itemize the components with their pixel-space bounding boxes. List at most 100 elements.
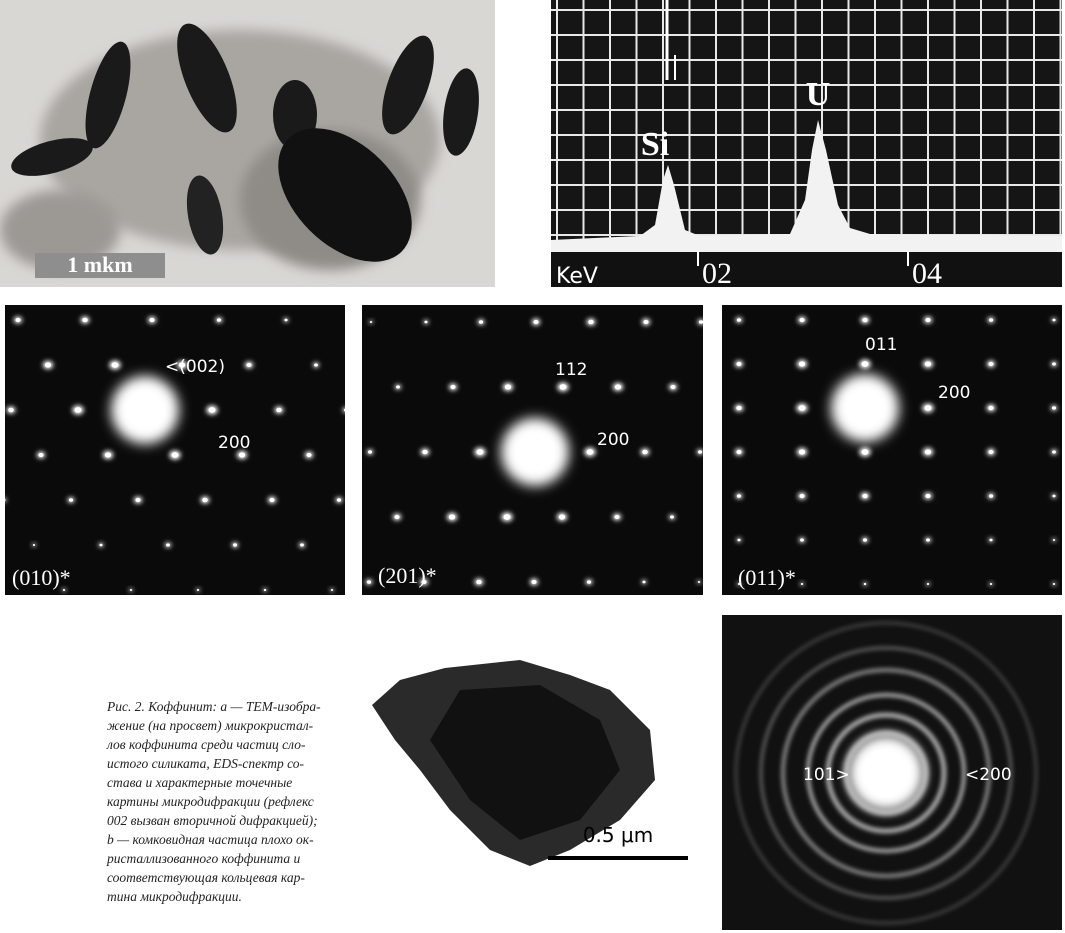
diffraction-spot <box>449 645 453 648</box>
diffraction-spot <box>862 361 869 367</box>
caption-line: лов коффинита среди частиц сло- <box>106 737 306 752</box>
diffraction-spot <box>925 318 930 322</box>
diffraction-spot <box>227 634 229 636</box>
reflex-label: 200 <box>597 430 629 450</box>
diffraction-spot <box>988 406 994 411</box>
diffraction-spot <box>190 679 192 681</box>
diffraction-spot <box>450 385 455 389</box>
diffraction-spot <box>736 406 742 411</box>
diffraction-spot <box>560 384 567 390</box>
diffraction-spot <box>427 633 431 636</box>
diffraction-spot <box>668 775 672 778</box>
diffraction-spot <box>675 671 677 673</box>
reflex-label: 200 <box>938 383 970 403</box>
diffraction-spot <box>284 319 287 322</box>
diffraction-spot <box>324 679 326 681</box>
diffraction-spot <box>130 589 132 591</box>
diffraction-spot <box>696 634 698 636</box>
diffraction-spot <box>1052 495 1055 498</box>
diffraction-spot <box>629 634 631 636</box>
diffraction-spot <box>285 646 287 648</box>
diffraction-spot <box>926 538 930 541</box>
diffraction-spot <box>365 840 369 843</box>
diffraction-spot <box>396 385 400 388</box>
central-beam <box>129 394 161 426</box>
diffraction-spot <box>82 318 88 323</box>
diffraction-spot <box>45 362 51 367</box>
diffraction-spot <box>366 841 368 843</box>
caption-line: ристаллизованного коффинита и <box>106 851 301 866</box>
diffraction-spot <box>800 538 804 541</box>
diffraction-spot <box>56 679 58 681</box>
diffraction-spot <box>508 125 512 128</box>
diffraction-spot <box>925 494 930 498</box>
diffraction-spot <box>367 711 369 713</box>
caption-line: става и характерные точечные <box>107 775 292 790</box>
diffraction-spot <box>658 678 662 681</box>
diffraction-spot <box>323 678 327 681</box>
diffraction-spot <box>159 633 163 636</box>
diffraction-spot <box>197 589 199 591</box>
diffraction-spot <box>675 627 677 629</box>
diffraction-spot <box>38 453 43 457</box>
diffraction-spot <box>370 321 372 323</box>
diffraction-spot <box>614 515 619 519</box>
diffraction-spot <box>988 450 993 454</box>
diffraction-spot <box>642 450 648 455</box>
scale-label: 1 mkm <box>67 252 132 277</box>
diffraction-spot <box>338 645 343 649</box>
reflex-label: 011 <box>865 335 897 355</box>
diffraction-spot <box>696 710 700 713</box>
diffraction-spot <box>69 498 73 502</box>
diffraction-spot <box>361 634 363 636</box>
diffraction-spot <box>393 644 399 649</box>
diffraction-spot <box>15 318 20 322</box>
diffraction-spot <box>269 498 274 502</box>
diffraction-spot <box>300 543 304 546</box>
diffraction-spot <box>391 679 393 681</box>
diffraction-spot <box>799 318 804 322</box>
diffraction-spot <box>674 626 678 629</box>
diffraction-spot <box>25 633 29 636</box>
diffraction-spot <box>587 580 591 584</box>
diffraction-spot <box>92 633 96 636</box>
diffraction-spot <box>696 841 698 843</box>
caption-line: картины микродифракции (рефлекс <box>107 794 314 809</box>
diffraction-spot <box>112 362 119 368</box>
diffraction-spot <box>989 539 992 542</box>
diffraction-spot <box>615 384 621 389</box>
diffraction-spot <box>314 363 318 366</box>
diffraction-spot <box>92 711 94 713</box>
diffraction-spot <box>394 515 399 519</box>
diffraction-spot <box>343 407 350 412</box>
diffraction-spot <box>799 494 804 498</box>
diffraction-spot <box>172 452 179 458</box>
diffraction-spot <box>174 645 178 648</box>
diffraction-spot <box>927 583 929 585</box>
diffraction-spot <box>175 646 177 648</box>
diffraction-spot <box>507 256 510 259</box>
diffraction-spot <box>229 645 233 648</box>
diffraction-spot <box>536 60 540 63</box>
diffraction-spot <box>695 840 699 843</box>
diffraction-spot <box>561 633 565 636</box>
diffraction-spot <box>257 679 259 681</box>
diffraction-spot <box>189 678 193 681</box>
diffraction-spot <box>306 453 311 457</box>
diffraction-spot <box>669 645 673 648</box>
diffraction-spot <box>562 634 564 636</box>
diffraction-spot <box>120 646 122 648</box>
diffraction-spot <box>420 840 424 843</box>
diffraction-spot <box>799 361 805 366</box>
diffraction-spot <box>294 634 296 636</box>
diffraction-spot <box>504 645 508 648</box>
diffraction-spot <box>670 385 675 389</box>
diffraction-spot <box>122 678 126 681</box>
zone-label: (011)* <box>738 565 796 590</box>
figure: 1 mkm Si U KeV 02 04 <(002) 200 (010)* 1… <box>0 0 1065 933</box>
axis-unit: KeV <box>556 264 598 289</box>
diffraction-spot <box>448 644 455 649</box>
central-beam <box>519 436 551 468</box>
diffraction-spot <box>533 320 538 324</box>
diffraction-spot <box>674 670 678 673</box>
